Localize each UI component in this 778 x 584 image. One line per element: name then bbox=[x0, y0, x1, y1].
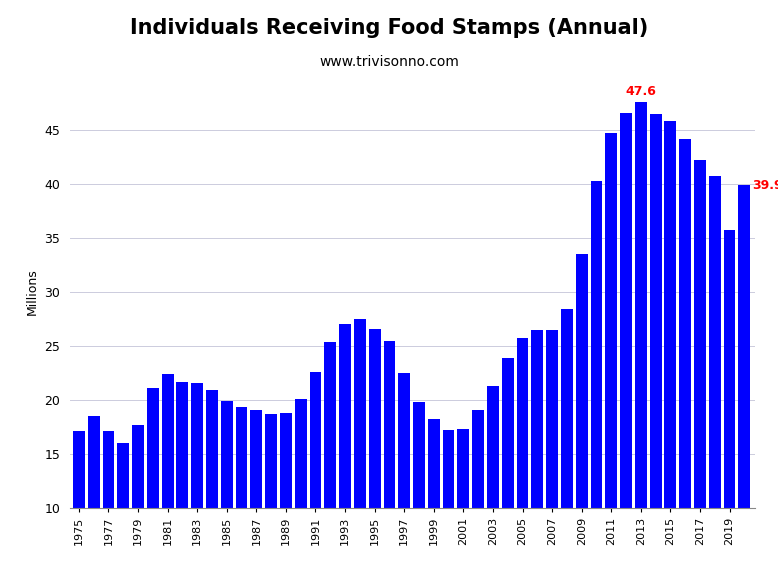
Bar bbox=[487, 386, 499, 584]
Bar bbox=[428, 419, 440, 584]
Bar bbox=[206, 390, 218, 584]
Bar bbox=[709, 176, 720, 584]
Bar bbox=[162, 374, 173, 584]
Bar bbox=[384, 340, 395, 584]
Bar bbox=[517, 339, 528, 584]
Bar bbox=[650, 114, 661, 584]
Text: Individuals Receiving Food Stamps (Annual): Individuals Receiving Food Stamps (Annua… bbox=[130, 18, 648, 37]
Bar bbox=[443, 430, 454, 584]
Bar bbox=[221, 401, 233, 584]
Bar bbox=[73, 432, 85, 584]
Bar bbox=[738, 185, 750, 584]
Bar bbox=[177, 382, 188, 584]
Bar bbox=[369, 329, 380, 584]
Bar bbox=[546, 330, 558, 584]
Text: 47.6: 47.6 bbox=[626, 85, 656, 98]
Bar bbox=[576, 254, 587, 584]
Bar bbox=[251, 410, 262, 584]
Bar bbox=[117, 443, 129, 584]
Bar bbox=[132, 425, 144, 584]
Bar bbox=[280, 413, 292, 584]
Y-axis label: Millions: Millions bbox=[26, 269, 39, 315]
Bar bbox=[502, 358, 513, 584]
Bar bbox=[310, 372, 321, 584]
Bar bbox=[191, 383, 203, 584]
Text: 39.9: 39.9 bbox=[752, 179, 778, 192]
Text: www.trivisonno.com: www.trivisonno.com bbox=[319, 55, 459, 69]
Bar bbox=[531, 330, 543, 584]
Bar bbox=[324, 342, 336, 584]
Bar bbox=[724, 231, 735, 584]
Bar bbox=[354, 319, 366, 584]
Bar bbox=[147, 388, 159, 584]
Bar bbox=[398, 373, 410, 584]
Bar bbox=[295, 399, 307, 584]
Bar bbox=[561, 310, 573, 584]
Bar bbox=[413, 402, 425, 584]
Bar bbox=[472, 410, 484, 584]
Bar bbox=[694, 160, 706, 584]
Bar bbox=[236, 406, 247, 584]
Bar bbox=[635, 102, 647, 584]
Bar bbox=[605, 133, 617, 584]
Bar bbox=[679, 138, 691, 584]
Bar bbox=[339, 325, 351, 584]
Bar bbox=[88, 416, 100, 584]
Bar bbox=[265, 414, 277, 584]
Bar bbox=[591, 180, 602, 584]
Bar bbox=[457, 429, 469, 584]
Bar bbox=[664, 121, 676, 584]
Bar bbox=[620, 113, 632, 584]
Bar bbox=[103, 432, 114, 584]
